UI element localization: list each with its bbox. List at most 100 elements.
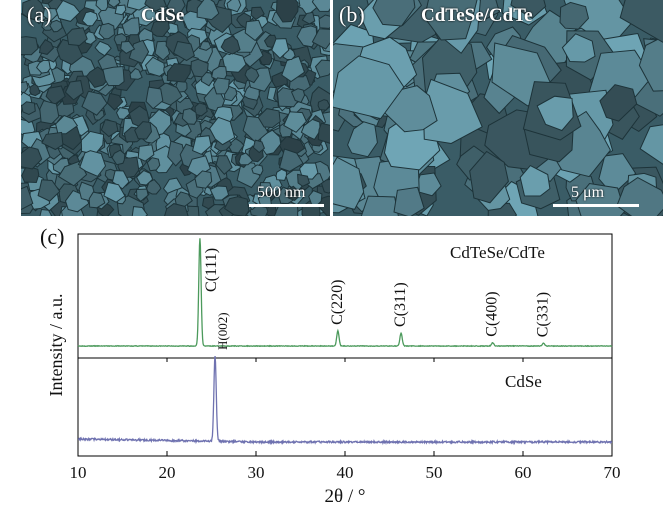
sem-grain — [320, 178, 330, 194]
sem-grain — [144, 0, 168, 12]
sem-grain — [559, 1, 590, 30]
sem-grain — [166, 62, 191, 83]
sem-grain — [79, 150, 107, 177]
sem-grain — [575, 182, 626, 216]
sem-grain — [275, 168, 287, 181]
sem-grain — [347, 121, 378, 158]
sem-grain — [300, 118, 321, 141]
peak-label: C(331) — [535, 292, 552, 337]
series-label: CdSe — [505, 372, 542, 391]
sem-grain — [311, 28, 330, 50]
sem-grain — [106, 92, 124, 111]
x-tick-label: 30 — [248, 463, 265, 482]
scale-bar-b — [553, 204, 639, 207]
sem-grain — [94, 40, 112, 57]
x-tick-label: 20 — [159, 463, 176, 482]
sem-grain — [311, 0, 330, 12]
x-tick-label: 10 — [70, 463, 87, 482]
sem-grain — [21, 0, 46, 21]
sem-grain — [114, 4, 127, 16]
sem-grain — [196, 0, 220, 21]
sem-grain — [145, 86, 164, 110]
series-label: CdTeSe/CdTe — [450, 243, 545, 262]
sem-grain — [21, 36, 39, 56]
sem-grain — [519, 164, 551, 197]
sem-grain — [275, 0, 299, 23]
peak-label: C(311) — [392, 282, 409, 327]
xrd-series-line — [77, 238, 613, 348]
sem-grain — [198, 40, 212, 51]
sem-grain — [100, 119, 119, 138]
sem-grain — [88, 191, 106, 209]
sem-grain — [39, 100, 60, 125]
sem-grain — [49, 19, 63, 33]
panel-a-title: CdSe — [141, 5, 185, 26]
sem-grain — [244, 66, 260, 84]
sem-grains-cdtese-cdte — [333, 0, 663, 216]
x-tick-label: 40 — [337, 463, 354, 482]
xrd-panel: (c) CdTeSe/CdTe C(111) C(220) C(311) C(400) C… — [0, 222, 663, 511]
sem-grain — [318, 14, 330, 29]
sem-grain — [21, 146, 43, 170]
sem-grain — [135, 169, 154, 186]
sem-grain — [220, 35, 241, 55]
peak-label: H(002) — [215, 312, 230, 350]
sem-grain — [424, 0, 478, 41]
sem-grain — [226, 0, 242, 13]
sem-grain — [55, 114, 79, 135]
sem-grain — [166, 0, 186, 16]
sem-grain — [599, 84, 638, 122]
sem-grain — [251, 164, 264, 176]
sem-grain — [250, 6, 265, 21]
sem-grain — [134, 121, 153, 140]
sem-grain — [536, 95, 574, 132]
sem-grain — [107, 0, 121, 9]
sem-grain — [145, 178, 162, 195]
sem-image-cdse: (a) CdSe 500 nm — [21, 0, 330, 216]
sem-grain — [81, 10, 99, 27]
scale-bar-a-label: 500 nm — [257, 184, 306, 201]
sem-grain — [317, 122, 330, 144]
sem-grain — [639, 124, 663, 165]
sem-grain — [55, 0, 81, 22]
sem-grain — [115, 106, 131, 120]
sem-grain — [194, 102, 208, 117]
sem-grain — [135, 188, 149, 203]
peak-label: C(400) — [484, 291, 501, 336]
sem-grain — [41, 131, 64, 151]
sem-grain — [333, 55, 405, 120]
sem-grain — [212, 77, 230, 95]
sem-grain — [281, 55, 306, 83]
scale-bar-b-label: 5 μm — [571, 184, 605, 201]
sem-grain — [190, 58, 209, 78]
sem-grain — [126, 0, 149, 11]
sem-grain — [95, 0, 109, 12]
sem-grain — [21, 101, 36, 115]
sem-grain — [222, 51, 247, 73]
sem-grain — [215, 155, 233, 176]
sem-grain — [37, 179, 61, 202]
sem-grain — [144, 56, 166, 77]
sem-grain — [244, 19, 264, 42]
x-tick-label: 60 — [515, 463, 532, 482]
sem-grain — [21, 185, 34, 211]
sem-grain — [81, 90, 108, 116]
sem-grain — [194, 170, 213, 189]
sem-grain — [129, 67, 143, 80]
sem-grain — [201, 196, 215, 210]
sem-grain — [333, 156, 365, 210]
sem-grain — [278, 148, 304, 172]
panel-b-label: (b) — [339, 2, 365, 27]
x-tick-label: 50 — [426, 463, 443, 482]
sem-grain — [39, 208, 53, 216]
xrd-series-line — [77, 355, 613, 446]
sem-grain — [64, 80, 84, 101]
sem-grain — [66, 27, 88, 47]
sem-grain — [164, 203, 189, 216]
sem-grain — [102, 65, 125, 87]
sem-image-cdtese-cdte: (b) CdTeSe/CdTe 5 μm — [333, 0, 663, 216]
sem-grain — [21, 166, 40, 184]
sem-grain — [149, 19, 170, 38]
sem-grain — [301, 11, 316, 25]
sem-grain — [299, 162, 319, 180]
